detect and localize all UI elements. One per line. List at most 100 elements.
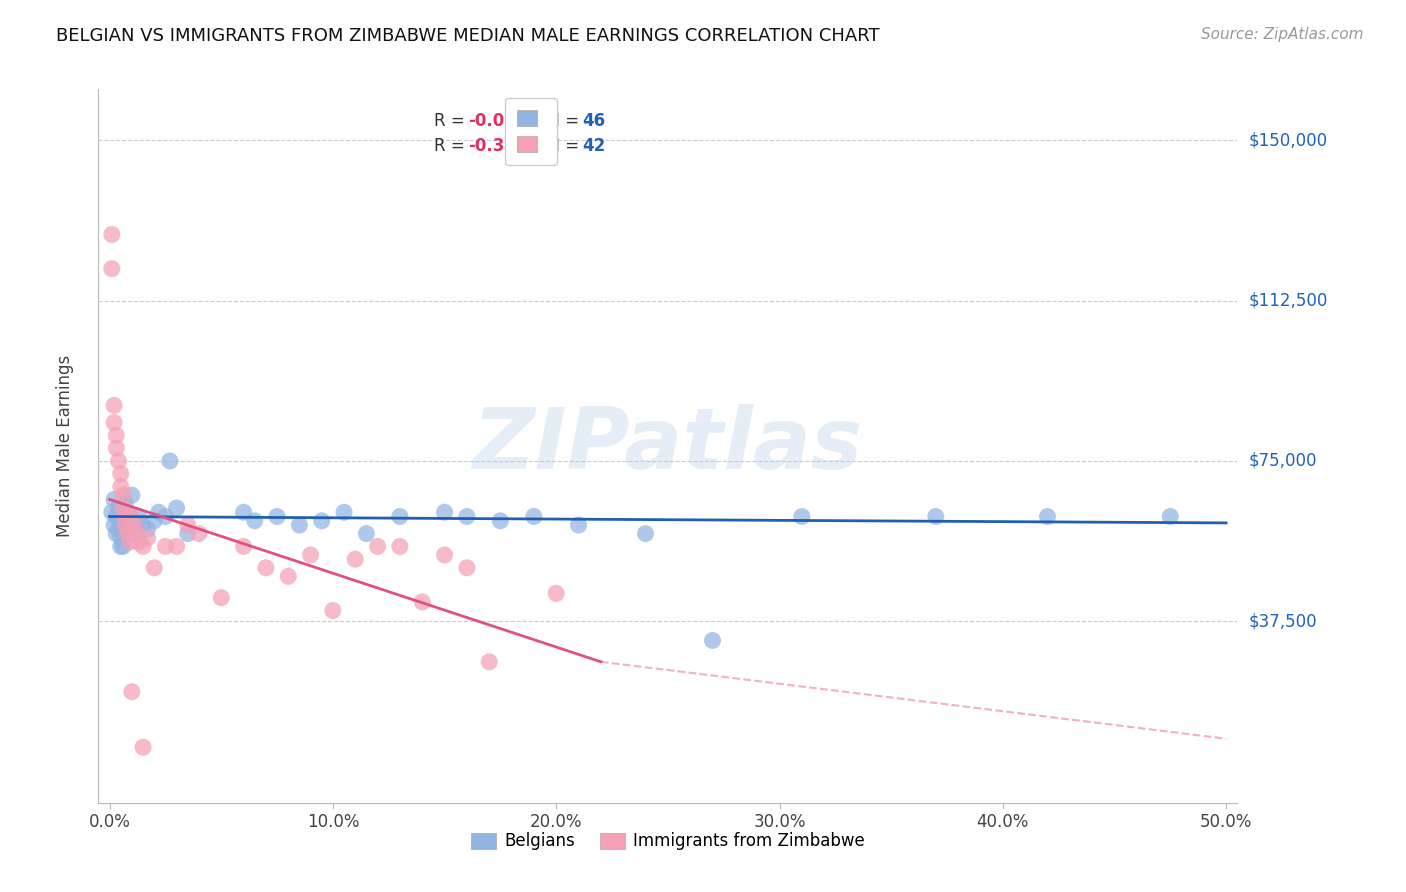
Point bbox=[103, 398, 125, 412]
Point bbox=[177, 526, 200, 541]
Text: BELGIAN VS IMMIGRANTS FROM ZIMBABWE MEDIAN MALE EARNINGS CORRELATION CHART: BELGIAN VS IMMIGRANTS FROM ZIMBABWE MEDI… bbox=[56, 27, 880, 45]
Point bbox=[356, 526, 378, 541]
Text: -0.031: -0.031 bbox=[468, 112, 527, 130]
Point bbox=[105, 428, 128, 442]
Point bbox=[367, 540, 389, 554]
Text: 42: 42 bbox=[582, 137, 606, 155]
Point bbox=[925, 509, 948, 524]
Point bbox=[136, 522, 159, 536]
Text: -0.307: -0.307 bbox=[468, 137, 529, 155]
Point bbox=[121, 488, 143, 502]
Point bbox=[143, 561, 166, 575]
Point bbox=[117, 526, 139, 541]
Point bbox=[101, 227, 124, 242]
Point bbox=[132, 740, 155, 755]
Point bbox=[103, 518, 125, 533]
Point bbox=[232, 505, 254, 519]
Point bbox=[105, 526, 128, 541]
Point bbox=[166, 500, 188, 515]
Point bbox=[523, 509, 546, 524]
Point bbox=[266, 509, 288, 524]
Text: $150,000: $150,000 bbox=[1249, 131, 1327, 150]
Point bbox=[110, 531, 132, 545]
Point bbox=[187, 526, 209, 541]
Legend: Belgians, Immigrants from Zimbabwe: Belgians, Immigrants from Zimbabwe bbox=[463, 824, 873, 859]
Text: 46: 46 bbox=[582, 112, 606, 130]
Point bbox=[107, 522, 129, 536]
Text: N =: N = bbox=[537, 112, 585, 130]
Point bbox=[155, 509, 177, 524]
Point bbox=[122, 518, 145, 533]
Point bbox=[1159, 509, 1181, 524]
Point bbox=[433, 505, 456, 519]
Point bbox=[117, 526, 139, 541]
Point bbox=[478, 655, 501, 669]
Point bbox=[107, 454, 129, 468]
Text: R =: R = bbox=[434, 137, 471, 155]
Text: ZIPatlas: ZIPatlas bbox=[472, 404, 863, 488]
Text: $112,500: $112,500 bbox=[1249, 292, 1327, 310]
Point bbox=[118, 509, 141, 524]
Text: $75,000: $75,000 bbox=[1249, 452, 1317, 470]
Point bbox=[110, 480, 132, 494]
Point bbox=[299, 548, 322, 562]
Point bbox=[111, 540, 134, 554]
Y-axis label: Median Male Earnings: Median Male Earnings bbox=[56, 355, 75, 537]
Point bbox=[101, 261, 124, 276]
Point bbox=[166, 540, 188, 554]
Point bbox=[159, 454, 181, 468]
Point bbox=[103, 416, 125, 430]
Point bbox=[148, 505, 170, 519]
Point bbox=[456, 561, 478, 575]
Point bbox=[344, 552, 367, 566]
Point bbox=[456, 509, 478, 524]
Point bbox=[114, 518, 136, 533]
Point bbox=[125, 526, 148, 541]
Point bbox=[118, 535, 141, 549]
Point bbox=[634, 526, 657, 541]
Point bbox=[114, 518, 136, 533]
Point bbox=[333, 505, 356, 519]
Point bbox=[433, 548, 456, 562]
Point bbox=[388, 509, 411, 524]
Point bbox=[322, 603, 344, 617]
Point bbox=[143, 514, 166, 528]
Point bbox=[121, 509, 143, 524]
Point bbox=[1036, 509, 1059, 524]
Point bbox=[122, 518, 145, 533]
Point bbox=[489, 514, 512, 528]
Text: N =: N = bbox=[537, 137, 585, 155]
Point bbox=[232, 540, 254, 554]
Point bbox=[277, 569, 299, 583]
Point bbox=[111, 488, 134, 502]
Point bbox=[103, 492, 125, 507]
Text: R =: R = bbox=[434, 112, 471, 130]
Point bbox=[790, 509, 813, 524]
Point bbox=[288, 518, 311, 533]
Text: Source: ZipAtlas.com: Source: ZipAtlas.com bbox=[1201, 27, 1364, 42]
Point bbox=[121, 684, 143, 698]
Point bbox=[114, 497, 136, 511]
Point bbox=[110, 540, 132, 554]
Point bbox=[125, 526, 148, 541]
Point bbox=[567, 518, 589, 533]
Point bbox=[254, 561, 277, 575]
Point bbox=[132, 540, 155, 554]
Point bbox=[311, 514, 333, 528]
Point bbox=[105, 509, 128, 524]
Point bbox=[546, 586, 568, 600]
Point bbox=[128, 509, 150, 524]
Point bbox=[177, 518, 200, 533]
Point bbox=[101, 505, 124, 519]
Point bbox=[388, 540, 411, 554]
Point bbox=[136, 531, 159, 545]
Point bbox=[114, 509, 136, 524]
Point bbox=[110, 467, 132, 481]
Point bbox=[110, 514, 132, 528]
Point bbox=[107, 500, 129, 515]
Text: $37,500: $37,500 bbox=[1249, 612, 1317, 630]
Point bbox=[702, 633, 724, 648]
Point bbox=[128, 535, 150, 549]
Point bbox=[132, 518, 155, 533]
Point bbox=[411, 595, 433, 609]
